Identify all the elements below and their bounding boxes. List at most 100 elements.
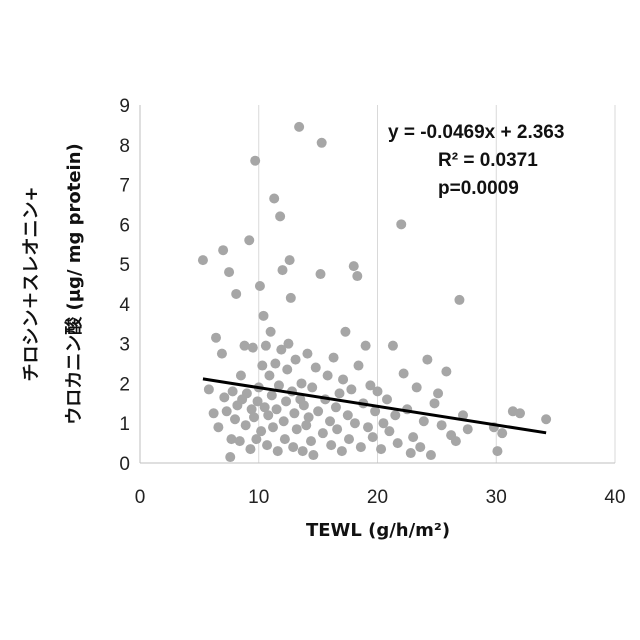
data-point-48 (275, 211, 285, 221)
data-point-116 (408, 432, 418, 442)
data-point-110 (390, 410, 400, 420)
data-point-63 (294, 122, 304, 132)
data-point-32 (256, 426, 266, 436)
data-point-100 (363, 422, 373, 432)
data-point-44 (270, 359, 280, 369)
data-point-130 (463, 424, 473, 434)
data-point-0 (198, 255, 208, 265)
data-point-1 (204, 384, 214, 394)
data-point-9 (224, 267, 234, 277)
x-tick-label-40: 40 (604, 487, 625, 508)
data-point-96 (354, 361, 364, 371)
data-point-111 (393, 438, 403, 448)
data-point-61 (291, 355, 301, 365)
data-point-54 (282, 365, 292, 375)
data-point-113 (399, 369, 409, 379)
data-point-122 (430, 398, 440, 408)
data-point-62 (292, 424, 302, 434)
data-point-70 (304, 412, 314, 422)
data-point-80 (323, 370, 333, 380)
data-point-74 (311, 363, 321, 373)
x-tick-label-0: 0 (135, 487, 146, 508)
data-point-11 (226, 434, 236, 444)
data-point-56 (285, 255, 295, 265)
y-tick-label-5: 5 (119, 255, 130, 276)
data-point-94 (350, 418, 360, 428)
data-point-73 (308, 450, 318, 460)
data-point-69 (302, 349, 312, 359)
data-point-87 (337, 446, 347, 456)
y-tick-label-8: 8 (119, 136, 130, 157)
data-point-38 (263, 410, 273, 420)
data-point-12 (228, 386, 238, 396)
data-point-6 (218, 245, 228, 255)
x-tick-label-20: 20 (367, 487, 388, 508)
y-tick-label-4: 4 (119, 295, 130, 316)
data-point-34 (259, 311, 269, 321)
data-point-16 (235, 436, 245, 446)
regression-equation: y = -0.0469x + 2.363 (388, 122, 564, 143)
data-point-109 (388, 341, 398, 351)
data-point-42 (268, 422, 278, 432)
data-point-50 (278, 265, 288, 275)
data-point-7 (219, 392, 229, 402)
r-squared-label: R² = 0.0371 (438, 150, 538, 171)
data-point-53 (281, 396, 291, 406)
data-point-92 (346, 384, 356, 394)
data-point-21 (242, 388, 252, 398)
x-tick-label-10: 10 (248, 487, 269, 508)
data-point-43 (269, 193, 279, 203)
data-point-65 (297, 378, 307, 388)
data-point-75 (313, 406, 323, 416)
data-point-23 (245, 444, 255, 454)
data-point-76 (316, 269, 326, 279)
data-point-133 (497, 428, 507, 438)
data-point-66 (298, 446, 308, 456)
data-point-36 (261, 341, 271, 351)
data-point-81 (325, 416, 335, 426)
data-point-51 (279, 416, 289, 426)
data-point-37 (262, 440, 272, 450)
data-point-106 (378, 418, 388, 428)
y-tick-label-1: 1 (119, 414, 130, 435)
data-point-26 (249, 412, 259, 422)
data-point-125 (441, 367, 451, 377)
data-point-136 (541, 414, 551, 424)
y-tick-label-2: 2 (119, 374, 130, 395)
y-axis-title-line1: チロシン＋スレオニン+ (21, 186, 42, 381)
data-point-93 (349, 261, 359, 271)
data-point-67 (299, 400, 309, 410)
y-tick-label-3: 3 (119, 335, 130, 356)
data-point-102 (368, 432, 378, 442)
data-point-115 (406, 448, 416, 458)
data-point-14 (231, 289, 241, 299)
data-point-120 (422, 355, 432, 365)
y-tick-label-0: 0 (119, 454, 130, 475)
data-point-90 (343, 410, 353, 420)
data-point-17 (236, 370, 246, 380)
data-point-124 (437, 420, 447, 430)
data-point-86 (335, 388, 345, 398)
data-point-52 (280, 434, 290, 444)
data-point-107 (382, 394, 392, 404)
data-point-31 (255, 281, 265, 291)
data-point-77 (317, 138, 327, 148)
data-point-33 (257, 361, 267, 371)
y-axis-title-line2: ウロカニン酸 (μg/ mg protein) (63, 143, 85, 425)
x-axis-title: TEWL (g/h/m²) (306, 520, 450, 541)
data-point-104 (373, 386, 383, 396)
data-point-97 (356, 442, 366, 452)
data-point-57 (286, 293, 296, 303)
data-point-13 (230, 414, 240, 424)
data-point-128 (454, 295, 464, 305)
data-point-45 (272, 404, 282, 414)
data-point-2 (209, 408, 219, 418)
data-point-121 (426, 450, 436, 460)
data-point-95 (352, 271, 362, 281)
data-point-55 (283, 339, 293, 349)
data-point-91 (344, 434, 354, 444)
data-point-119 (419, 416, 429, 426)
data-point-59 (288, 442, 298, 452)
